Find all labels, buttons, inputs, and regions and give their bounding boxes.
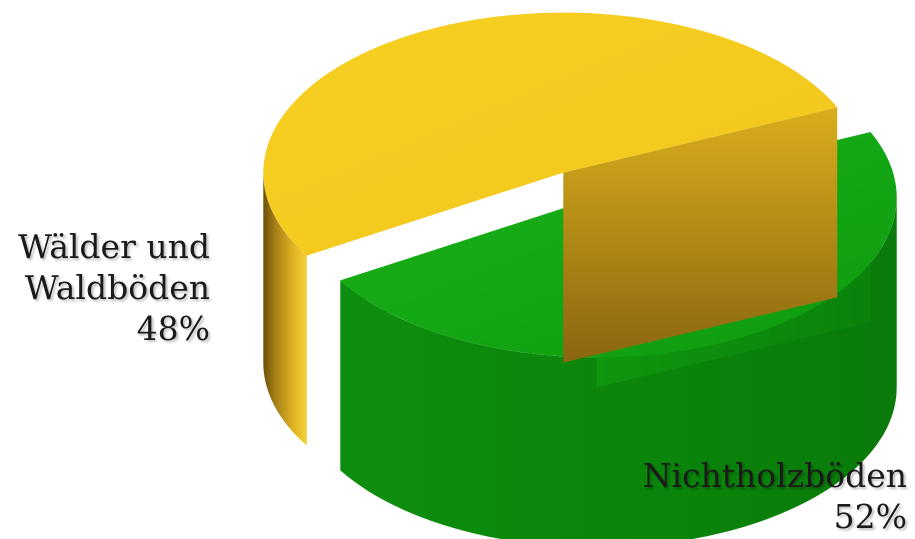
slice-label-nonwood-line1: Nichtholzböden [642, 456, 907, 495]
slices-layer [263, 12, 897, 539]
slice-nonwood-top [263, 12, 838, 256]
slice-nonwood-side-wall [263, 172, 307, 446]
slice-label-forest: Wälder und Waldböden 48% [18, 226, 210, 349]
slice-value-forest: 48% [136, 309, 210, 348]
slice-value-nonwood: 52% [833, 497, 907, 536]
slice-nonwood-cut-face [563, 107, 838, 363]
slice-label-forest-line2: Waldböden [24, 268, 210, 307]
slice-label-forest-line1: Wälder und [18, 227, 210, 266]
slice-nonwood [263, 12, 838, 446]
slice-label-nonwood: Nichtholzböden 52% [643, 455, 907, 537]
